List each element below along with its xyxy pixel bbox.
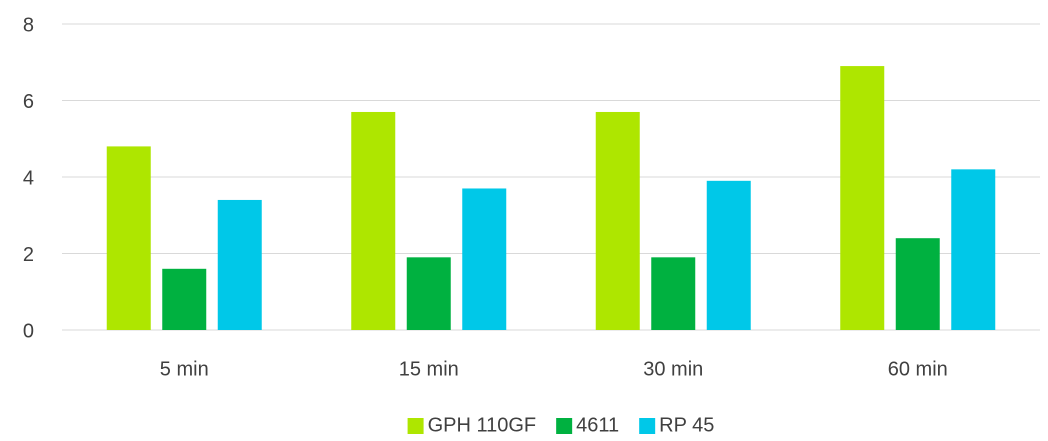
legend-swatch [556, 418, 573, 434]
legend-label: 4611 [576, 414, 619, 436]
y-tick-label: 4 [23, 167, 34, 189]
legend-swatch [639, 418, 656, 434]
bar [351, 111, 396, 330]
bar [706, 180, 751, 330]
y-tick-label: 8 [23, 14, 34, 36]
bar [840, 66, 885, 330]
bar [106, 146, 151, 330]
bar [895, 238, 940, 330]
y-tick-label: 2 [23, 244, 34, 266]
x-tick-label: 5 min [160, 358, 209, 380]
bar [406, 257, 451, 330]
y-tick-label: 0 [23, 320, 34, 342]
x-tick-label: 30 min [643, 358, 703, 380]
bar [951, 169, 996, 330]
bar [462, 188, 507, 330]
legend-swatch [407, 418, 424, 434]
legend-label: RP 45 [659, 414, 714, 436]
bar [595, 111, 640, 330]
bar [162, 268, 207, 330]
bar [217, 199, 262, 330]
y-tick-label: 6 [23, 91, 34, 113]
legend-label: GPH 110GF [428, 414, 537, 436]
bar [651, 257, 696, 330]
x-tick-label: 15 min [399, 358, 459, 380]
x-tick-label: 60 min [888, 358, 948, 380]
